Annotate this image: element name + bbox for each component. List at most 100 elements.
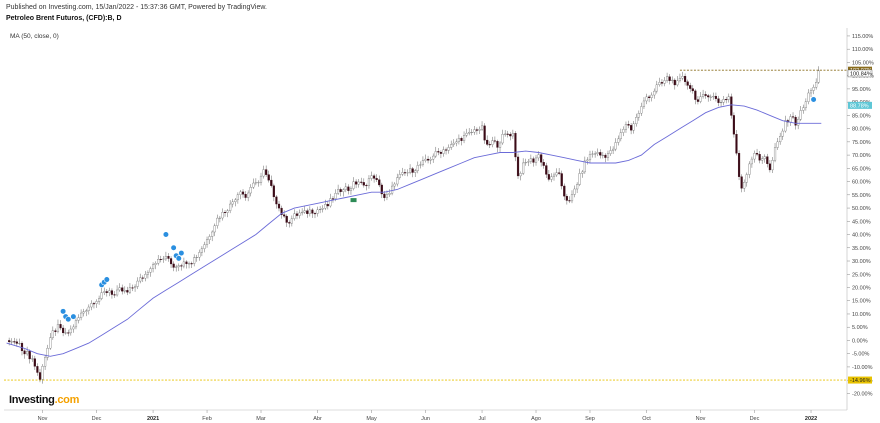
candle-body [493,140,496,142]
candle-body [807,92,810,102]
candle-body [776,141,779,148]
candle-body [797,119,800,126]
candle-body [740,176,743,189]
candle-body [630,125,633,131]
candle-body [486,139,489,145]
candle-body [190,263,193,265]
candle-body [511,133,514,137]
reference-lines [4,69,847,381]
candle-body [69,328,72,334]
candle-body [180,265,183,267]
candle-body [462,135,466,141]
candle-body [689,85,692,89]
candle-body [134,286,137,288]
candle-body [110,290,114,295]
candle-body [635,117,638,125]
logo-text: Investing [9,394,55,406]
candle-body [457,138,460,143]
badge-label-current: 100.84% [850,71,872,77]
x-tick-label: Ago [531,416,541,422]
candle-body [121,287,124,292]
candle-body [450,144,453,148]
candle-body [594,153,597,155]
candle-body [23,350,26,355]
candle-body [619,132,622,140]
candle-body [573,188,576,195]
ma-legend[interactable]: MA (50, close, 0) [10,33,59,40]
candle-body [344,186,347,190]
candle-body [385,194,389,198]
investing-logo[interactable]: Investing.com [9,394,79,406]
candle-body [506,133,509,135]
candle-body [128,287,132,293]
candle-body [391,185,394,194]
candle-body [421,160,425,165]
candle-body [409,168,412,173]
candle-body [403,172,407,174]
candle-body [588,154,592,161]
candle-body [167,256,170,259]
candle-body [550,176,553,180]
event-markers [60,96,817,323]
candle-body [360,181,363,183]
candle-body [563,185,566,197]
candle-body [750,158,753,165]
candle-body [146,272,150,275]
candle-body [637,113,640,118]
candle-body [717,98,720,103]
candle-body [74,320,78,328]
candle-body [347,186,350,191]
candle-body [696,99,700,102]
candle-body [177,265,180,268]
candle-body [534,157,538,163]
candle-body [480,125,484,130]
candle-body [13,341,16,343]
candle-body [583,160,586,173]
candle-body [67,332,70,334]
candle-body [213,225,216,233]
event-marker [170,244,177,251]
candle-body [432,155,435,160]
candle-body [498,142,502,148]
candle-body [270,179,273,186]
candle-body [730,96,733,116]
candle-body [393,183,396,187]
candle-body [149,268,152,273]
candle-body [226,210,229,213]
candle-body [198,252,201,258]
candle-body [758,154,761,161]
candle-body [686,81,689,86]
candle-body [660,82,664,84]
candle-body [709,96,712,98]
candle-body [38,372,42,380]
candle-body [552,174,556,177]
candle-body [401,172,404,175]
y-tick-label: 70.00% [852,153,871,159]
candle-body [375,178,378,180]
candle-body [118,287,121,291]
candle-body [90,303,93,308]
candle-body [352,181,355,189]
candle-body [175,266,178,268]
x-tick-label: Feb [202,416,211,422]
candle-body [676,80,679,86]
candle-body [247,192,250,198]
candle-body [373,175,376,179]
candle-body [370,175,373,179]
y-tick-label: 50.00% [852,206,871,212]
candle-body [701,94,705,97]
candle-body [272,185,275,198]
candle-body [280,207,283,215]
candle-body [77,317,80,321]
x-tick-label: Abr [313,416,322,422]
candle-body [151,264,155,269]
candle-body [319,209,322,211]
badge-label-low: -14.96% [850,378,871,384]
candle-body [627,124,630,126]
candle-body [766,156,769,164]
candle-body [488,144,491,146]
candle-body [200,248,203,253]
candle-body [532,158,535,163]
candle-body [290,218,293,224]
